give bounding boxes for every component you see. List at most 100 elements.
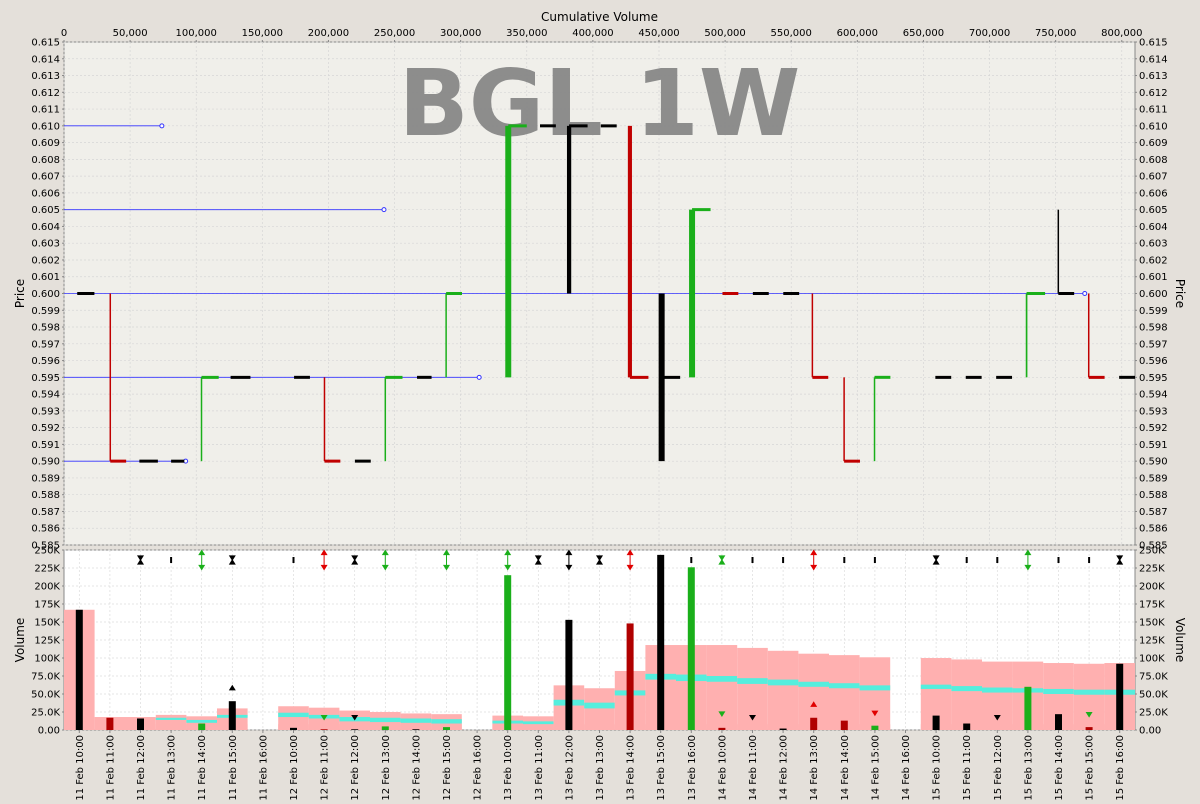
price-level-endpoint — [476, 374, 482, 380]
volume-bar — [320, 729, 328, 730]
price-y-tick-label-right: 0.601 — [1139, 272, 1168, 283]
volume-y-tick-label-left: 225K — [34, 564, 60, 575]
price-y-tick-label-right: 0.593 — [1139, 406, 1168, 417]
price-x-tick-label: 200,000 — [308, 28, 349, 39]
volume-x-tick-label: 11 Feb 12:00 — [136, 735, 147, 800]
volume-top-marker-down — [351, 555, 359, 561]
volume-band-teal — [400, 718, 432, 723]
volume-x-tick-label: 11 Feb 10:00 — [75, 735, 86, 800]
volume-y-axis-title-right: Volume — [1173, 618, 1187, 663]
volume-bar — [657, 555, 665, 730]
price-y-tick-label-right: 0.585 — [1139, 541, 1168, 552]
volume-bar — [504, 575, 512, 730]
volume-x-tick-label: 11 Feb 16:00 — [258, 735, 269, 800]
volume-bar — [443, 727, 450, 730]
volume-band-pink — [1073, 663, 1105, 730]
volume-x-tick-label: 15 Feb 13:00 — [1023, 735, 1034, 800]
volume-x-tick-label: 15 Feb 15:00 — [1085, 735, 1096, 800]
volume-band-pink — [798, 653, 829, 730]
volume-band-teal — [523, 721, 554, 725]
volume-bar — [565, 619, 573, 730]
price-y-tick-label-right: 0.586 — [1139, 524, 1168, 535]
volume-top-marker-down — [932, 555, 940, 561]
volume-x-tick-label: 13 Feb 13:00 — [595, 735, 606, 800]
price-y-tick-label-right: 0.603 — [1139, 239, 1168, 250]
price-y-tick-label-right: 0.591 — [1139, 440, 1168, 451]
volume-x-tick-label: 11 Feb 15:00 — [228, 735, 239, 800]
volume-x-tick-label: 14 Feb 10:00 — [717, 735, 728, 800]
volume-bar — [718, 727, 726, 730]
price-y-tick-label-left: 0.609 — [31, 138, 60, 149]
volume-x-tick-label: 13 Feb 14:00 — [626, 735, 637, 800]
volume-x-tick-label: 12 Feb 14:00 — [411, 735, 422, 800]
price-x-tick-label: 550,000 — [771, 28, 812, 39]
volume-bar — [106, 717, 114, 730]
price-y-tick-label-right: 0.608 — [1139, 155, 1168, 166]
volume-top-marker-down — [137, 555, 144, 561]
price-y-tick-label-left: 0.591 — [31, 440, 60, 451]
volume-y-axis-title-left: Volume — [13, 618, 27, 663]
volume-bar — [351, 729, 359, 730]
price-y-tick-label-right: 0.598 — [1139, 323, 1168, 334]
volume-y-tick-label-right: 150K — [1139, 618, 1165, 629]
price-y-tick-label-left: 0.597 — [31, 339, 60, 350]
volume-band-base — [737, 724, 768, 730]
price-y-tick-label-left: 0.594 — [31, 390, 60, 401]
volume-x-tick-label: 15 Feb 14:00 — [1054, 735, 1065, 800]
volume-bar — [626, 623, 634, 730]
volume-bar — [1116, 663, 1124, 730]
volume-x-tick-label: 11 Feb 14:00 — [197, 735, 208, 800]
price-y-tick-label-right: 0.611 — [1139, 105, 1168, 116]
price-y-tick-label-left: 0.602 — [31, 255, 60, 266]
volume-top-marker-down — [443, 564, 450, 571]
price-y-tick-label-left: 0.606 — [31, 188, 60, 199]
volume-top-marker-down — [228, 555, 236, 561]
volume-x-tick-label: 13 Feb 15:00 — [656, 735, 667, 800]
volume-y-tick-label-left: 0.00 — [38, 726, 60, 737]
volume-inline-marker — [228, 684, 236, 691]
volume-top-marker-down — [504, 564, 512, 571]
price-x-tick-label: 600,000 — [837, 28, 878, 39]
price-y-tick-label-right: 0.592 — [1139, 423, 1168, 434]
price-y-tick-label-right: 0.587 — [1139, 507, 1168, 518]
volume-y-tick-label-right: 175K — [1139, 600, 1165, 611]
volume-band-teal — [431, 719, 462, 724]
volume-band-pink — [94, 717, 156, 730]
volume-top-marker-up — [1116, 559, 1124, 565]
price-y-tick-label-left: 0.601 — [31, 272, 60, 283]
volume-band-pink — [951, 659, 982, 730]
volume-bar — [840, 720, 848, 730]
volume-x-tick-label: 15 Feb 16:00 — [1115, 735, 1126, 800]
volume-bar — [412, 729, 420, 730]
volume-top-marker-down — [626, 564, 634, 571]
volume-top-marker-up — [810, 549, 818, 556]
price-y-tick-label-left: 0.615 — [31, 38, 60, 49]
price-y-tick-label-left: 0.613 — [31, 71, 60, 82]
volume-bar — [75, 609, 83, 730]
volume-top-marker-up — [534, 559, 542, 565]
volume-y-tick-label-right: 75.0K — [1139, 672, 1168, 683]
volume-x-tick-label: 14 Feb 12:00 — [779, 735, 790, 800]
volume-top-marker-down — [381, 564, 389, 571]
volume-top-marker-up — [504, 549, 512, 556]
volume-inline-marker — [993, 714, 1001, 721]
price-x-tick-label: 500,000 — [704, 28, 745, 39]
volume-top-marker-up — [1024, 549, 1032, 556]
volume-top-marker-up — [565, 549, 573, 556]
volume-band-teal — [1073, 689, 1105, 695]
price-y-tick-label-left: 0.612 — [31, 88, 60, 99]
volume-top-marker-down — [1024, 564, 1032, 571]
volume-inline-marker — [718, 711, 726, 717]
price-y-axis-title-left: Price — [13, 279, 27, 308]
price-y-tick-label-left: 0.599 — [31, 306, 60, 317]
volume-x-tick-label: 15 Feb 12:00 — [993, 735, 1004, 800]
price-y-tick-label-right: 0.589 — [1139, 473, 1168, 484]
volume-bar — [198, 723, 206, 730]
price-y-tick-label-left: 0.605 — [31, 205, 60, 216]
volume-band-teal — [798, 681, 829, 687]
watermark-text: BGL 1W — [399, 50, 801, 157]
volume-x-tick-label: 12 Feb 10:00 — [289, 735, 300, 800]
volume-band-teal — [155, 717, 187, 720]
price-y-tick-label-left: 0.595 — [31, 373, 60, 384]
